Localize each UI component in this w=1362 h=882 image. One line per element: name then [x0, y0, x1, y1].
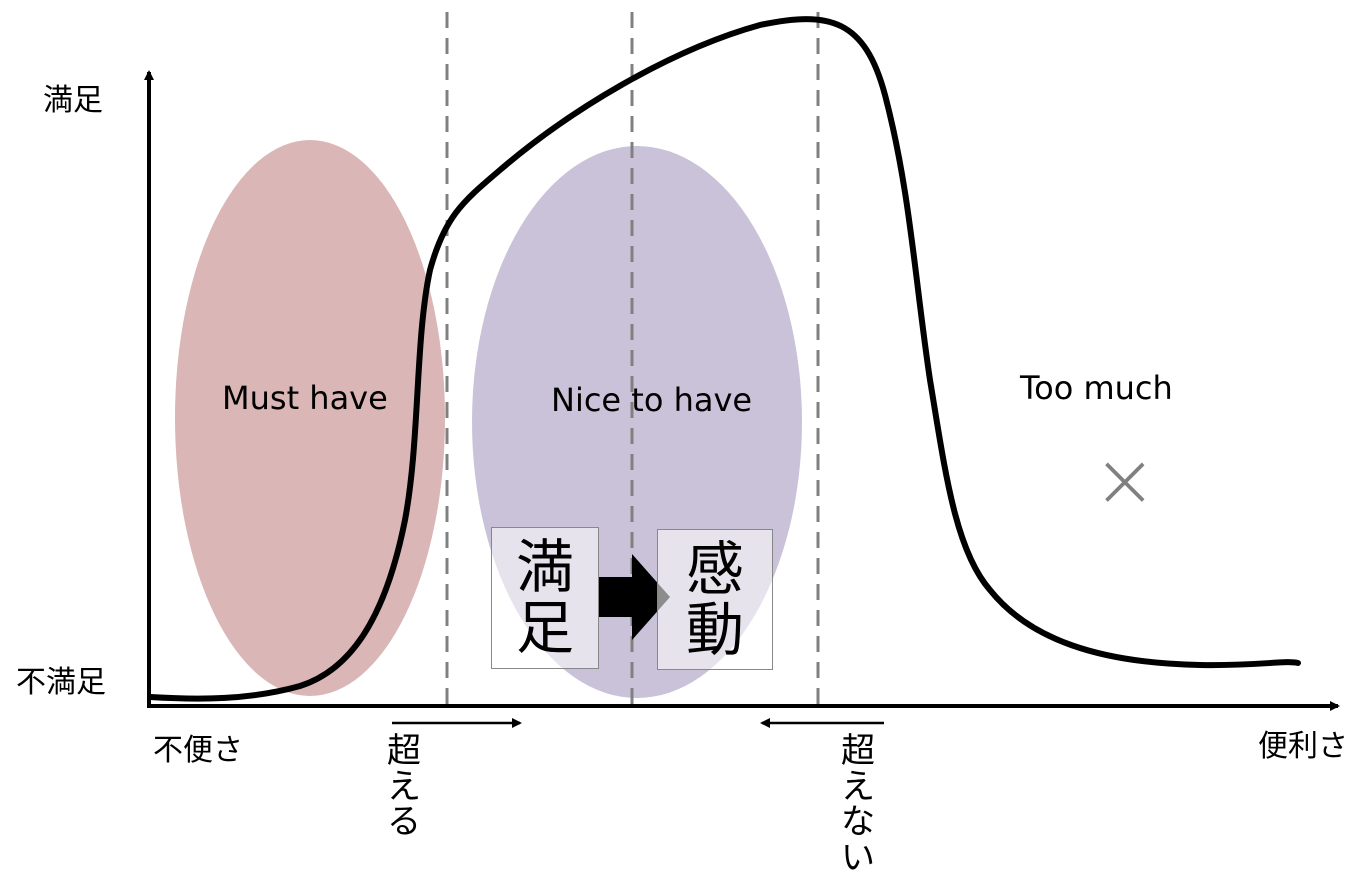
cross-icon: ×	[1093, 435, 1157, 524]
x-axis-right-label: 便利さ	[1258, 729, 1348, 764]
satisfaction-box: 満足	[491, 527, 599, 669]
must-have-ellipse	[175, 140, 445, 696]
satisfaction-box-text: 満足	[515, 533, 574, 662]
delight-box-text: 感動	[685, 534, 744, 664]
y-axis-top-label: 満足	[43, 83, 103, 118]
x-axis-left-label: 不便さ	[153, 733, 243, 768]
too-much-label: Too much	[1020, 369, 1173, 407]
satisfaction-curve	[147, 16, 1301, 702]
nice-to-have-label: Nice to have	[551, 381, 753, 419]
y-axis-bottom-label: 不満足	[16, 665, 106, 700]
transition-arrow	[598, 554, 670, 640]
exceed-label: 超える	[387, 731, 421, 843]
must-have-label: Must have	[222, 379, 388, 417]
delight-box: 感動	[657, 529, 773, 670]
not-exceed-label: 超えない	[841, 731, 875, 879]
